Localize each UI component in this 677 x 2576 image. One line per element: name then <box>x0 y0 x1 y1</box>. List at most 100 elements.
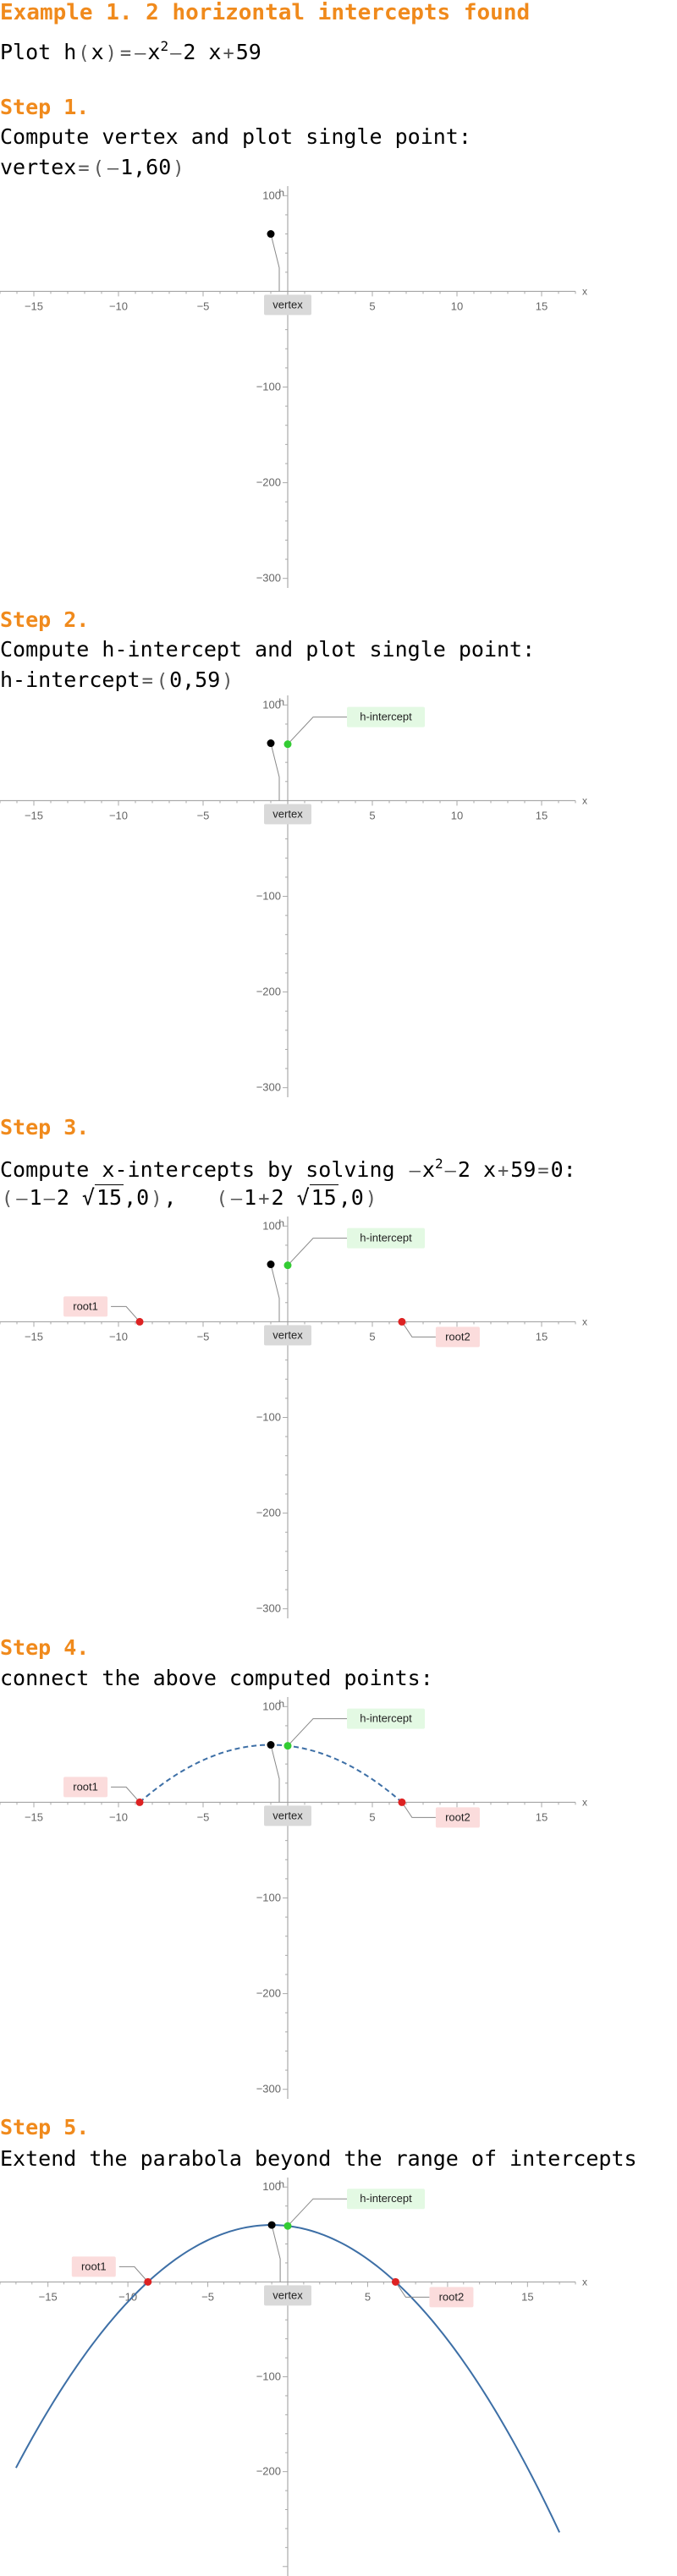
x-tick-label: 5 <box>369 299 375 312</box>
vertex-point <box>267 1261 275 1269</box>
root2-label-group: root2 <box>435 1807 480 1828</box>
h-intercept-label-box <box>347 1708 425 1729</box>
x-tick-label: −10 <box>109 1330 128 1343</box>
x-tick-label: −15 <box>25 1810 43 1823</box>
h-intercept-label: h-intercept <box>360 2192 412 2205</box>
x-tick-label: 5 <box>365 2290 371 2303</box>
x-tick-label: −15 <box>25 299 43 312</box>
root1-leader <box>118 2266 149 2282</box>
h-tick-label: −300 <box>256 1081 281 1094</box>
h-tick-label: −100 <box>256 1411 281 1424</box>
h-axis-label: h <box>278 187 284 199</box>
vertex-label: vertex <box>272 807 303 820</box>
h-tick-label: 100 <box>262 189 281 201</box>
chart-step4: xh−15−10−551015100−100−200−300vertexh-in… <box>0 1697 587 2099</box>
root2-label-box <box>429 2287 474 2308</box>
h-intercept-label-box <box>347 706 425 728</box>
step1-result: vertex=(–1,60) <box>0 155 184 179</box>
h-intercept-label: h-intercept <box>360 1232 412 1244</box>
h-tick-label: −100 <box>256 1892 281 1904</box>
x-axis-label: x <box>582 1796 587 1808</box>
h-tick-label: −100 <box>256 381 281 393</box>
x-tick-label: −10 <box>109 1810 128 1823</box>
root2-point <box>398 1317 406 1326</box>
step2-result-label: h-intercept <box>0 667 140 692</box>
root2-leader <box>401 1802 436 1818</box>
h-axis-label: h <box>278 2178 284 2190</box>
root1-label-group: root1 <box>71 2256 116 2277</box>
h-intercept-leader <box>287 2198 347 2227</box>
root1-label-box <box>63 1777 108 1798</box>
chart-step5: xh−15−10−551015100−100−200vertexh-interc… <box>0 2178 587 2576</box>
h-tick-label: 100 <box>262 1700 281 1712</box>
root1-label: root1 <box>73 1780 98 1793</box>
vertex-label-group: vertex <box>264 1805 311 1826</box>
vertex-label-group: vertex <box>264 1325 311 1346</box>
root1-label-group: root1 <box>63 1296 108 1317</box>
vertex-label-box <box>264 1325 311 1346</box>
h-intercept-label-group: h-intercept <box>347 2189 425 2210</box>
h-intercept-point <box>283 740 292 749</box>
root2-point <box>398 1798 406 1806</box>
h-tick-label: −200 <box>256 1507 281 1519</box>
vertex-label: vertex <box>272 298 303 310</box>
step3-roots: (–1–2 √15,0), (–1+2 √15,0) <box>2 1184 377 1210</box>
h-intercept-label: h-intercept <box>360 1712 412 1725</box>
plot-statement: Plot h(x) = –x2–2 x+59 <box>0 38 261 64</box>
parabola-curve <box>139 1744 403 1804</box>
h-intercept-leader <box>287 717 347 745</box>
x-tick-label: −15 <box>25 809 43 821</box>
vertex-leader <box>270 1744 280 1803</box>
x-tick-label: 5 <box>369 1810 375 1823</box>
x-axis-label: x <box>582 285 587 297</box>
x-tick-label: 15 <box>521 2290 533 2303</box>
root2-point <box>391 2277 399 2286</box>
vertex-label-group: vertex <box>264 804 311 825</box>
root2-label-group: root2 <box>429 2287 474 2308</box>
step2-title: Step 2. <box>0 607 90 632</box>
x-tick-label: −10 <box>109 809 128 821</box>
root2-label: root2 <box>445 1810 471 1823</box>
h-tick-label: 100 <box>262 698 281 711</box>
h-tick-label: −200 <box>256 1987 281 2000</box>
vertex-point <box>267 1741 275 1749</box>
h-tick-label: −300 <box>256 2083 281 2095</box>
vertex-label-group: vertex <box>264 294 311 316</box>
root1-label: root1 <box>73 1299 98 1312</box>
root1-point <box>135 1798 144 1806</box>
h-tick-label: −200 <box>256 2465 281 2478</box>
page-title: Example 1. 2 horizontal intercepts found <box>0 0 531 25</box>
root2-leader <box>395 2282 430 2298</box>
plot-prefix: Plot h <box>0 40 77 64</box>
h-tick-label: 100 <box>262 1219 281 1232</box>
vertex-label-box <box>264 804 311 825</box>
vertex-label: vertex <box>272 1809 303 1821</box>
h-axis-label: h <box>278 1217 284 1229</box>
x-tick-label: −5 <box>197 1330 210 1343</box>
step3-root2: (–1+2 √15,0) <box>216 1184 377 1210</box>
vertex-leader <box>270 743 280 801</box>
h-intercept-leader <box>287 1718 347 1747</box>
step5-title: Step 5. <box>0 2115 90 2139</box>
vertex-label: vertex <box>272 1328 303 1341</box>
root2-label-box <box>435 1326 480 1348</box>
h-intercept-label: h-intercept <box>360 711 412 723</box>
x-tick-label: −5 <box>201 2290 214 2303</box>
root1-label-box <box>71 2256 116 2277</box>
root1-leader <box>111 1305 140 1322</box>
root1-label: root1 <box>81 2260 107 2272</box>
vertex-point <box>267 739 275 748</box>
step3-title: Step 3. <box>0 1115 90 1140</box>
step2-text: Compute h-intercept and plot single poin… <box>0 637 536 662</box>
h-tick-label: −300 <box>256 1602 281 1615</box>
x-axis-label: x <box>582 794 587 806</box>
step1-title: Step 1. <box>0 95 90 119</box>
x-tick-label: 5 <box>369 1330 375 1343</box>
root2-leader <box>401 1321 436 1337</box>
x-tick-label: −5 <box>197 299 210 312</box>
h-tick-label: 100 <box>262 2180 281 2193</box>
vertex-leader <box>271 2224 281 2282</box>
h-intercept-point <box>283 1261 292 1270</box>
chart-step3: xh−15−10−551015100−100−200−300vertexh-in… <box>0 1217 587 1618</box>
x-tick-label: 15 <box>536 1330 548 1343</box>
